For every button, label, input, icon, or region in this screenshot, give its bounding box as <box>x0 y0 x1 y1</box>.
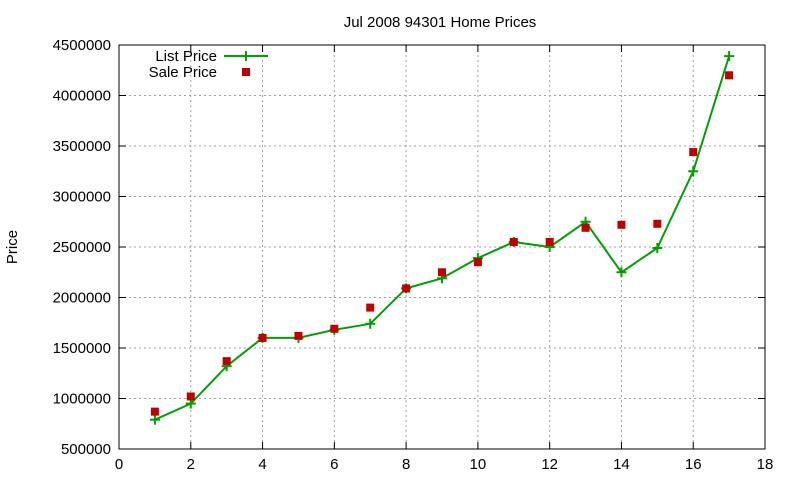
y-tick-label: 1000000 <box>53 391 111 408</box>
point-sale-price <box>617 220 626 229</box>
point-sale-price <box>653 219 662 228</box>
y-tick-label: 4500000 <box>53 37 111 54</box>
point-sale-price <box>581 223 590 232</box>
point-sale-price <box>330 324 339 333</box>
legend-label-sale-price: Sale Price <box>149 64 217 81</box>
legend-sample-sale-price <box>242 68 250 76</box>
point-sale-price <box>402 284 411 293</box>
x-tick-label: 18 <box>757 456 774 473</box>
y-tick-label: 2000000 <box>53 290 111 307</box>
point-list-price <box>652 243 663 254</box>
series-layer <box>149 51 735 425</box>
x-tick-label: 2 <box>187 456 195 473</box>
point-list-price <box>616 267 627 278</box>
point-sale-price <box>150 407 159 416</box>
grid-lines <box>119 45 765 449</box>
point-list-price <box>724 51 735 62</box>
x-tick-label: 10 <box>470 456 487 473</box>
x-tick-label: 0 <box>115 456 123 473</box>
x-tick-label: 4 <box>258 456 266 473</box>
point-list-price <box>365 318 376 329</box>
y-axis-label: Price <box>4 230 21 264</box>
legend-label-list-price: List Price <box>155 48 217 65</box>
point-sale-price <box>222 357 231 366</box>
x-tick-label: 6 <box>330 456 338 473</box>
point-sale-price <box>725 71 734 80</box>
point-sale-price <box>473 258 482 267</box>
x-tick-label: 14 <box>613 456 630 473</box>
y-tick-label: 1500000 <box>53 340 111 357</box>
y-tick-label: 4000000 <box>53 88 111 105</box>
point-sale-price <box>366 303 375 312</box>
chart-title: Jul 2008 94301 Home Prices <box>344 14 537 31</box>
y-tick-label: 500000 <box>61 441 111 458</box>
axis-ticks: 0 2 4 6 8 10 12 14 16 18 500000 1000000 1500000 20000… <box>53 37 774 473</box>
point-sale-price <box>186 392 195 401</box>
point-sale-price <box>689 148 698 157</box>
x-tick-label: 16 <box>685 456 702 473</box>
point-sale-price <box>545 237 554 246</box>
series-line-list-price <box>154 55 731 421</box>
legend: List Price Sale Price <box>149 48 268 81</box>
point-sale-price <box>258 333 267 342</box>
point-sale-price <box>509 237 518 246</box>
y-tick-label: 3000000 <box>53 189 111 206</box>
y-tick-label: 3500000 <box>53 138 111 155</box>
point-sale-price <box>294 331 303 340</box>
x-tick-label: 8 <box>402 456 410 473</box>
x-tick-label: 12 <box>541 456 558 473</box>
point-sale-price <box>438 268 446 277</box>
point-list-price <box>149 414 160 425</box>
y-tick-label: 2500000 <box>53 239 111 256</box>
point-list-price <box>688 166 699 177</box>
